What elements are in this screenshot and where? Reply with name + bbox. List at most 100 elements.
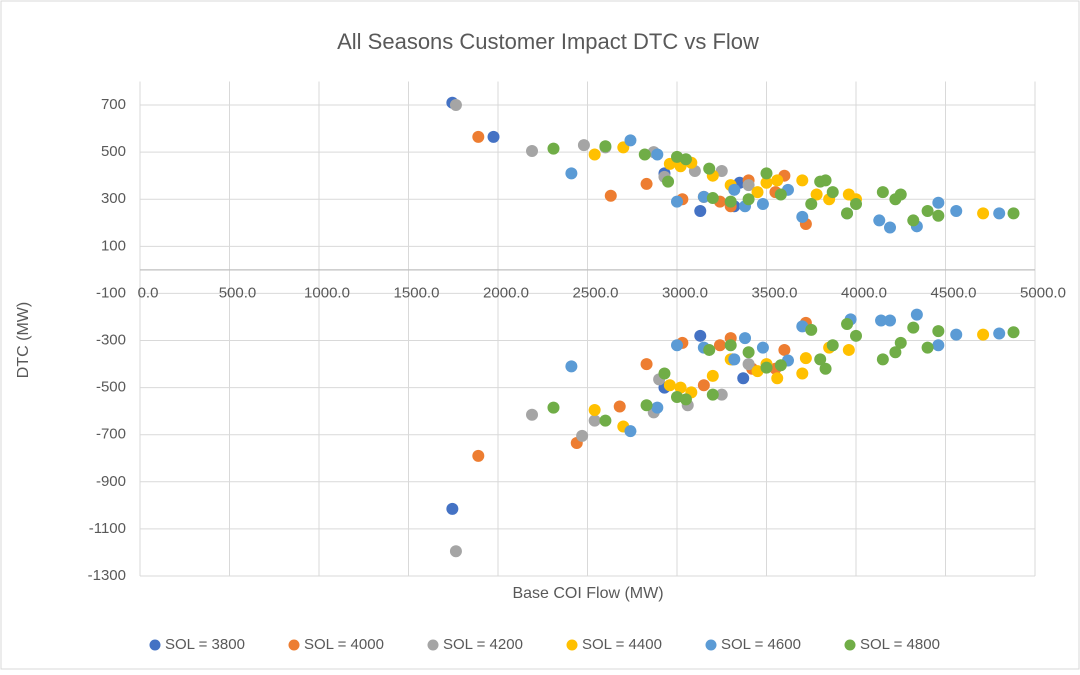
data-point	[679, 393, 692, 406]
data-point	[910, 308, 923, 321]
data-point	[993, 327, 1006, 340]
data-point	[713, 339, 726, 352]
data-point	[932, 209, 945, 222]
y-tick-label: -1300	[88, 567, 126, 584]
data-point	[842, 343, 855, 356]
data-point	[894, 188, 907, 201]
data-point	[697, 379, 710, 392]
data-point	[907, 214, 920, 227]
data-point	[826, 186, 839, 199]
data-point	[907, 321, 920, 334]
data-point	[671, 195, 683, 208]
y-axis-title: DTC (MW)	[15, 302, 32, 378]
data-point	[805, 197, 818, 210]
data-point	[841, 318, 854, 331]
x-tick-label: 5000.0	[1020, 284, 1066, 301]
y-tick-label: -900	[96, 473, 126, 490]
data-point	[760, 167, 773, 180]
data-point	[932, 325, 945, 338]
data-point	[826, 339, 839, 352]
data-point	[706, 192, 719, 205]
data-point	[977, 328, 990, 341]
x-tick-label: 4500.0	[931, 284, 977, 301]
data-point	[724, 339, 737, 352]
data-point	[487, 130, 500, 143]
data-point	[876, 353, 889, 366]
x-tick-label: 0.0	[138, 284, 159, 301]
x-tick-label: 1000.0	[304, 284, 350, 301]
data-point	[640, 399, 653, 412]
data-point	[778, 343, 791, 356]
data-point	[547, 401, 560, 414]
data-point	[950, 328, 963, 341]
data-point	[472, 449, 485, 462]
data-point	[565, 360, 578, 373]
data-point	[771, 174, 784, 187]
data-point	[921, 341, 934, 354]
x-axis-title: Base COI Flow (MW)	[512, 585, 663, 602]
data-point	[774, 188, 787, 201]
chart-title: All Seasons Customer Impact DTC vs Flow	[337, 29, 759, 54]
data-point	[663, 379, 676, 392]
data-point	[613, 400, 626, 413]
legend-label: SOL = 4000	[304, 636, 384, 653]
legend-marker	[844, 639, 856, 651]
data-point	[715, 388, 728, 401]
data-point	[799, 352, 812, 365]
data-point	[697, 190, 710, 203]
x-tick-label: 500.0	[219, 284, 257, 301]
data-point	[742, 179, 755, 192]
data-point	[771, 372, 784, 385]
data-point	[921, 205, 934, 218]
data-point	[724, 195, 737, 208]
x-tick-label: 1500.0	[394, 284, 440, 301]
data-point	[446, 502, 459, 515]
data-point	[756, 341, 769, 354]
data-point	[796, 210, 809, 223]
data-point	[737, 372, 750, 385]
data-point	[604, 189, 617, 202]
data-point	[950, 205, 963, 218]
data-point	[599, 140, 612, 153]
data-point	[884, 221, 897, 234]
data-point	[739, 332, 752, 345]
legend-marker	[288, 639, 300, 651]
data-point	[889, 346, 902, 359]
legend-label: SOL = 4200	[443, 636, 523, 653]
legend-label: SOL = 4400	[582, 636, 662, 653]
data-point	[728, 183, 741, 196]
y-tick-label: -300	[96, 331, 126, 348]
y-tick-label: 500	[101, 143, 126, 160]
data-point	[796, 367, 809, 380]
data-point	[679, 153, 692, 166]
data-point	[884, 314, 897, 327]
data-point	[841, 207, 854, 220]
data-point	[640, 358, 653, 371]
y-tick-label: -1100	[89, 520, 126, 537]
data-point	[526, 144, 539, 157]
data-point	[894, 336, 907, 349]
data-point	[671, 339, 683, 352]
data-point	[599, 414, 612, 427]
data-point	[993, 207, 1006, 220]
data-point	[640, 177, 653, 190]
data-point	[742, 346, 755, 359]
data-point	[703, 343, 716, 356]
data-point	[706, 369, 719, 382]
data-point	[703, 162, 716, 175]
data-point	[624, 134, 637, 147]
x-tick-label: 4000.0	[841, 284, 887, 301]
data-point	[876, 186, 889, 199]
data-point	[819, 174, 832, 187]
legend-label: SOL = 3800	[165, 636, 245, 653]
x-tick-label: 2500.0	[573, 284, 619, 301]
data-point	[662, 175, 675, 188]
legend-label: SOL = 4600	[721, 636, 801, 653]
data-point	[760, 361, 773, 374]
x-tick-label: 3500.0	[752, 284, 798, 301]
data-point	[651, 148, 664, 161]
data-point	[850, 329, 862, 342]
data-point	[706, 388, 719, 401]
